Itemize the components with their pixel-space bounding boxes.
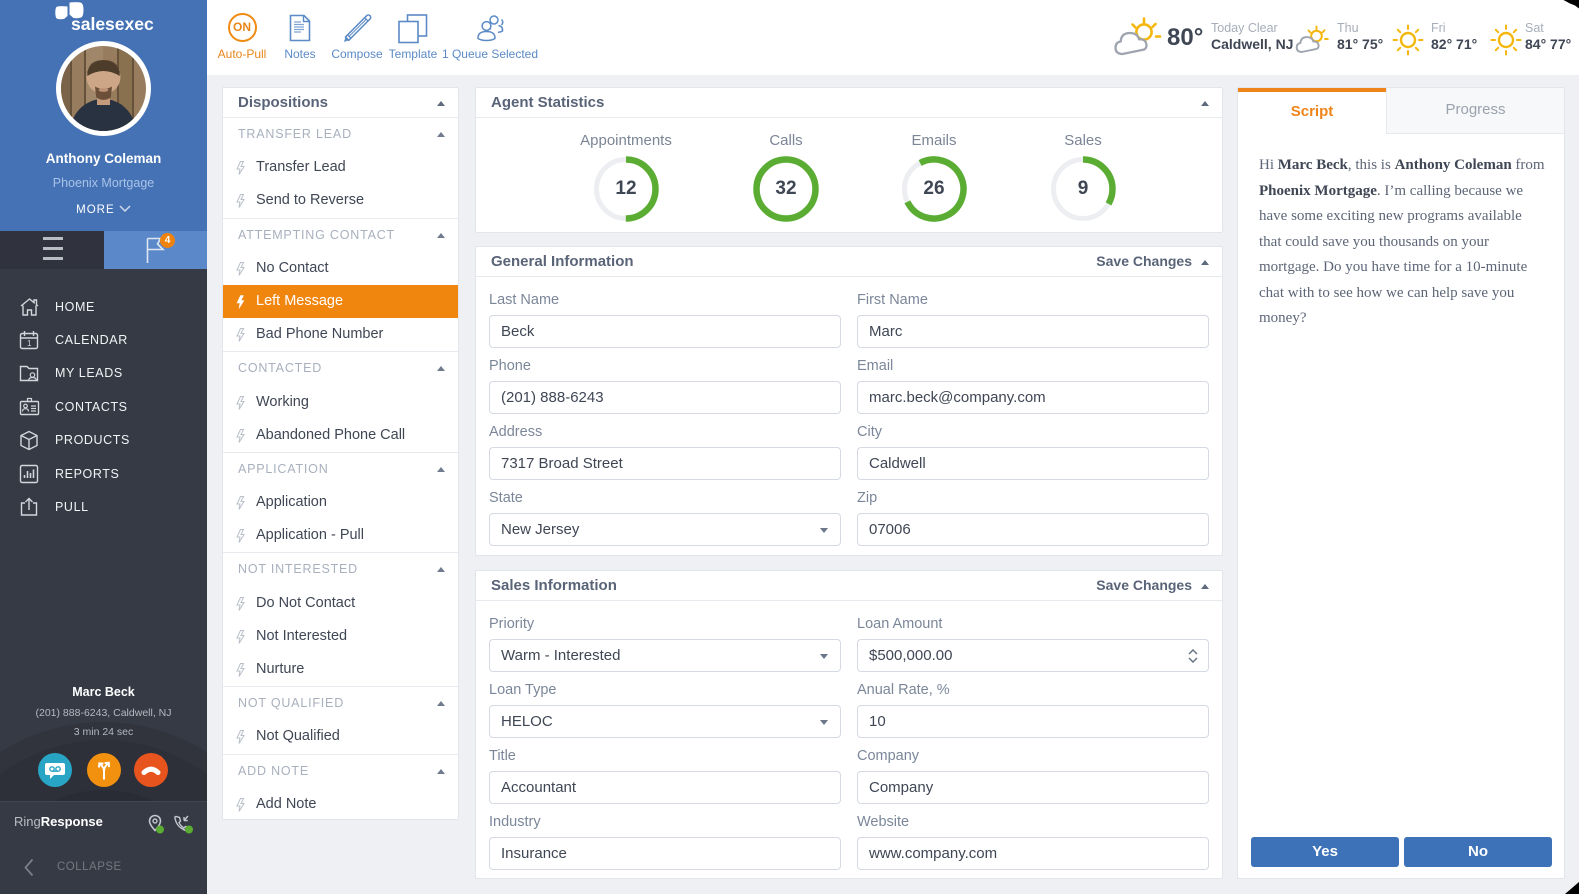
- svg-text:1: 1: [27, 339, 32, 348]
- svg-text:salesexec: salesexec: [71, 14, 154, 34]
